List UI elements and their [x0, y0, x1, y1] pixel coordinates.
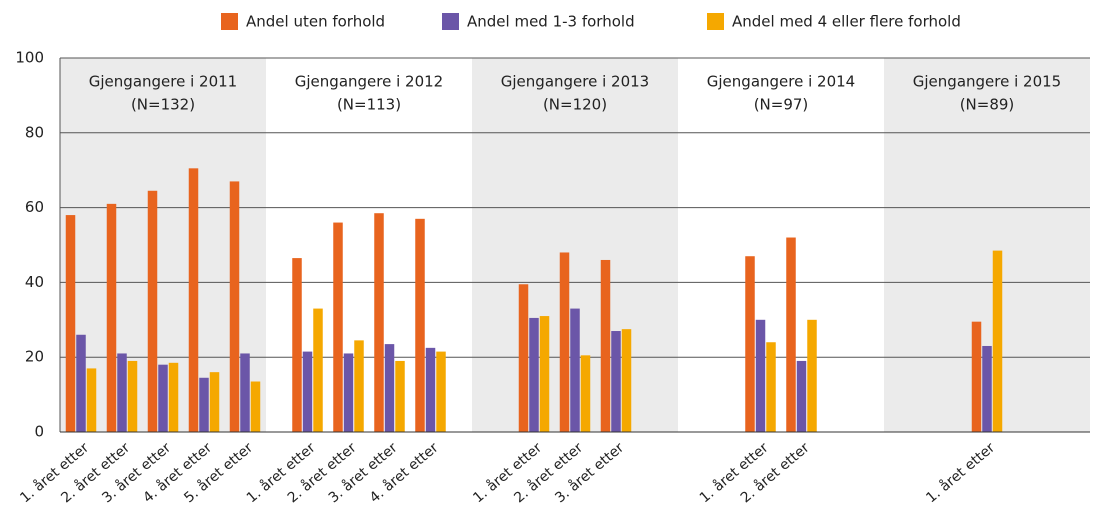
y-tick-label: 60 — [25, 198, 44, 216]
x-tick-label: 2. året etter — [284, 439, 360, 506]
bar — [518, 284, 529, 432]
bar — [199, 377, 209, 432]
bar — [415, 218, 425, 432]
panel-title: Gjengangere i 2011 — [89, 73, 237, 91]
bar — [374, 213, 384, 432]
bar — [333, 222, 343, 432]
bar — [529, 317, 539, 432]
bar — [766, 342, 776, 432]
legend-swatch — [221, 13, 238, 30]
bar — [229, 181, 240, 432]
bar — [302, 351, 313, 432]
panel-title: Gjengangere i 2013 — [501, 73, 649, 91]
bar — [76, 334, 86, 432]
bar — [209, 372, 220, 432]
bar — [436, 351, 446, 432]
bar — [158, 364, 168, 432]
y-tick-label: 0 — [34, 423, 44, 441]
bar — [313, 308, 323, 432]
panel-subtitle: (N=120) — [543, 96, 607, 114]
y-tick-label: 80 — [25, 123, 44, 141]
bar — [982, 345, 992, 432]
bar — [745, 256, 755, 432]
bar — [188, 168, 199, 432]
bar — [354, 340, 364, 432]
x-tick-label: 1. året etter — [470, 439, 546, 506]
bar — [786, 237, 796, 432]
bar — [580, 355, 591, 432]
y-tick-label: 20 — [25, 348, 44, 366]
bar — [570, 308, 580, 432]
x-tick-label: 1. året etter — [696, 439, 772, 506]
x-tick-label: 4. året etter — [140, 439, 216, 506]
bar — [106, 203, 117, 432]
panel-title: Gjengangere i 2015 — [913, 73, 1061, 91]
panel-title: Gjengangere i 2012 — [295, 73, 443, 91]
panel-subtitle: (N=113) — [337, 96, 401, 114]
x-tick-label: 2. året etter — [511, 439, 587, 506]
bar — [86, 368, 97, 432]
bar — [600, 259, 611, 432]
x-tick-label: 3. året etter — [552, 439, 628, 506]
bar — [755, 319, 766, 432]
x-tick-label: 1. året etter — [243, 439, 319, 506]
legend-label: Andel med 4 eller flere forhold — [732, 13, 961, 31]
x-tick-label: 2. året etter — [737, 439, 813, 506]
bar — [292, 258, 302, 432]
panel-title: Gjengangere i 2014 — [707, 73, 855, 91]
legend-swatch — [707, 13, 724, 30]
x-tick-label: 3. året etter — [99, 439, 175, 506]
bar — [65, 215, 76, 432]
bar — [621, 329, 632, 432]
bar — [384, 344, 395, 432]
bar — [796, 360, 807, 432]
x-tick-label: 2. året etter — [58, 439, 134, 506]
bar — [559, 252, 570, 432]
panel-subtitle: (N=132) — [131, 96, 195, 114]
y-tick-label: 40 — [25, 273, 44, 291]
bar — [240, 353, 250, 432]
bar — [395, 360, 405, 432]
bar — [425, 347, 436, 432]
panel-subtitle: (N=89) — [960, 96, 1015, 114]
bar — [611, 331, 621, 432]
bar — [971, 321, 982, 432]
y-tick-label: 100 — [15, 49, 44, 67]
bar — [168, 362, 179, 432]
bar — [539, 316, 550, 432]
bar — [117, 353, 127, 432]
bar — [807, 319, 817, 432]
bar — [343, 353, 354, 432]
x-tick-label: 4. året etter — [366, 439, 442, 506]
x-tick-label: 1. året etter — [923, 439, 999, 506]
x-tick-label: 1. året etter — [17, 439, 93, 506]
bar — [250, 381, 261, 432]
x-tick-label: 3. året etter — [325, 439, 401, 506]
legend-label: Andel med 1-3 forhold — [467, 13, 635, 31]
legend-label: Andel uten forhold — [246, 13, 385, 31]
bar — [127, 360, 138, 432]
bar — [147, 190, 158, 432]
bar — [992, 250, 1003, 432]
legend-swatch — [442, 13, 459, 30]
panel-subtitle: (N=97) — [754, 96, 809, 114]
